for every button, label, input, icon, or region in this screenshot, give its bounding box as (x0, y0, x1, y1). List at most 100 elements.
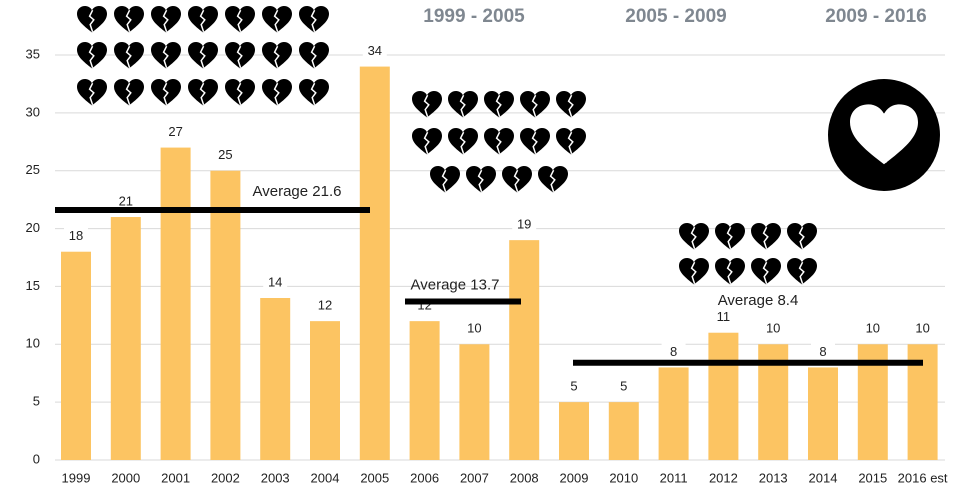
period-label: 1999 - 2005 (423, 6, 525, 27)
heart-icon (114, 42, 144, 69)
x-tick-label: 2010 (609, 470, 638, 485)
heart-icon (151, 79, 181, 106)
y-tick-label: 5 (33, 394, 40, 409)
x-tick-label: 2014 (809, 470, 838, 485)
x-tick-label: 2015 (858, 470, 887, 485)
value-label: 34 (368, 43, 382, 58)
bar (608, 402, 639, 460)
value-label: 27 (168, 124, 182, 139)
x-tick-label: 2005 (360, 470, 389, 485)
heart-icon (502, 166, 532, 193)
heart-icon (114, 6, 144, 33)
x-tick-label: 2002 (211, 470, 240, 485)
value-label-bg (611, 376, 636, 397)
average-label: Average 13.7 (411, 276, 500, 293)
heart-icon (556, 91, 586, 118)
heart-icon (466, 166, 496, 193)
heart-icon (225, 79, 255, 106)
value-label-bg (163, 121, 188, 142)
annotations: 1999 - 2005 2005 - 2009 2009 - 2016 Average… (55, 6, 927, 366)
heart-icon (188, 42, 218, 69)
heart-icon (715, 258, 745, 285)
heart-icon (262, 79, 292, 106)
x-tick-label: 2016 est (898, 470, 948, 485)
value-label: 25 (218, 147, 232, 162)
y-tick-label: 25 (26, 162, 40, 177)
heart-icon (412, 91, 442, 118)
heart-icon (77, 79, 107, 106)
heart-icon (151, 6, 181, 33)
heart-icon (715, 223, 745, 250)
x-tick-label: 2004 (311, 470, 340, 485)
value-label: 10 (766, 321, 780, 336)
value-label-bg (64, 225, 88, 246)
bar (310, 321, 340, 460)
value-label-bg (711, 306, 736, 327)
average-label: Average 8.4 (718, 292, 799, 309)
value-label-bg (910, 318, 935, 339)
value-label-bg (362, 40, 387, 61)
value-label: 10 (467, 321, 481, 336)
heart-icon (77, 6, 107, 33)
bar (409, 321, 440, 460)
value-label-bg (462, 318, 487, 339)
y-tick-label: 35 (26, 46, 40, 61)
bar (110, 217, 141, 460)
value-label: 5 (570, 379, 577, 394)
value-label: 10 (915, 321, 929, 336)
heart-icon (77, 42, 107, 69)
heart-icon (412, 128, 442, 155)
x-tick-label: 2013 (759, 470, 788, 485)
value-label: 5 (620, 379, 627, 394)
grid: 0 5 10 15 20 25 30 35 1999 2000 2001 2002 2003 2004 20… (26, 46, 948, 485)
value-label: 18 (69, 228, 83, 243)
x-tick-label: 2001 (161, 470, 190, 485)
value-label-bg (661, 341, 686, 362)
bar (260, 298, 291, 460)
y-tick-label: 30 (26, 104, 40, 119)
bar (359, 66, 390, 461)
heart-icon (679, 223, 709, 250)
value-label: 12 (318, 298, 332, 313)
x-tick-label: 1999 (62, 470, 91, 485)
period-label: 2005 - 2009 (625, 6, 726, 27)
value-label-bg (811, 341, 835, 362)
heart-icon (225, 6, 255, 33)
bar (210, 170, 241, 460)
value-label: 8 (819, 344, 826, 359)
heart-icon (299, 79, 329, 106)
heart-icon (679, 258, 709, 285)
x-tick-label: 2008 (510, 470, 539, 485)
bar (559, 402, 589, 460)
heart-icon (448, 128, 478, 155)
value-label-bg (263, 272, 288, 292)
x-tick-label: 2012 (709, 470, 738, 485)
x-tick-label: 2000 (111, 470, 140, 485)
bar (808, 367, 838, 460)
value-label-bg (860, 318, 885, 339)
value-label-bg (313, 295, 337, 316)
y-tick-label: 10 (26, 336, 40, 351)
bar (708, 332, 739, 460)
bar (658, 367, 689, 460)
x-tick-label: 2009 (560, 470, 589, 485)
average-label: Average 21.6 (253, 183, 342, 200)
x-tick-label: 2011 (660, 470, 688, 485)
value-label: 19 (517, 217, 531, 232)
heart-icon (538, 166, 568, 193)
y-tick-label: 0 (33, 451, 40, 466)
value-label: 21 (119, 193, 133, 208)
heart-icon (520, 91, 550, 118)
value-label-bg (512, 214, 537, 235)
bar (61, 251, 91, 460)
heart-icon (114, 79, 144, 106)
value-label: 10 (866, 321, 880, 336)
heart-icon (299, 6, 329, 33)
heart-icon (430, 166, 460, 193)
value-label: 8 (670, 344, 677, 359)
heart-icon (556, 128, 586, 155)
heart-icon (751, 223, 781, 250)
bar (509, 240, 540, 460)
